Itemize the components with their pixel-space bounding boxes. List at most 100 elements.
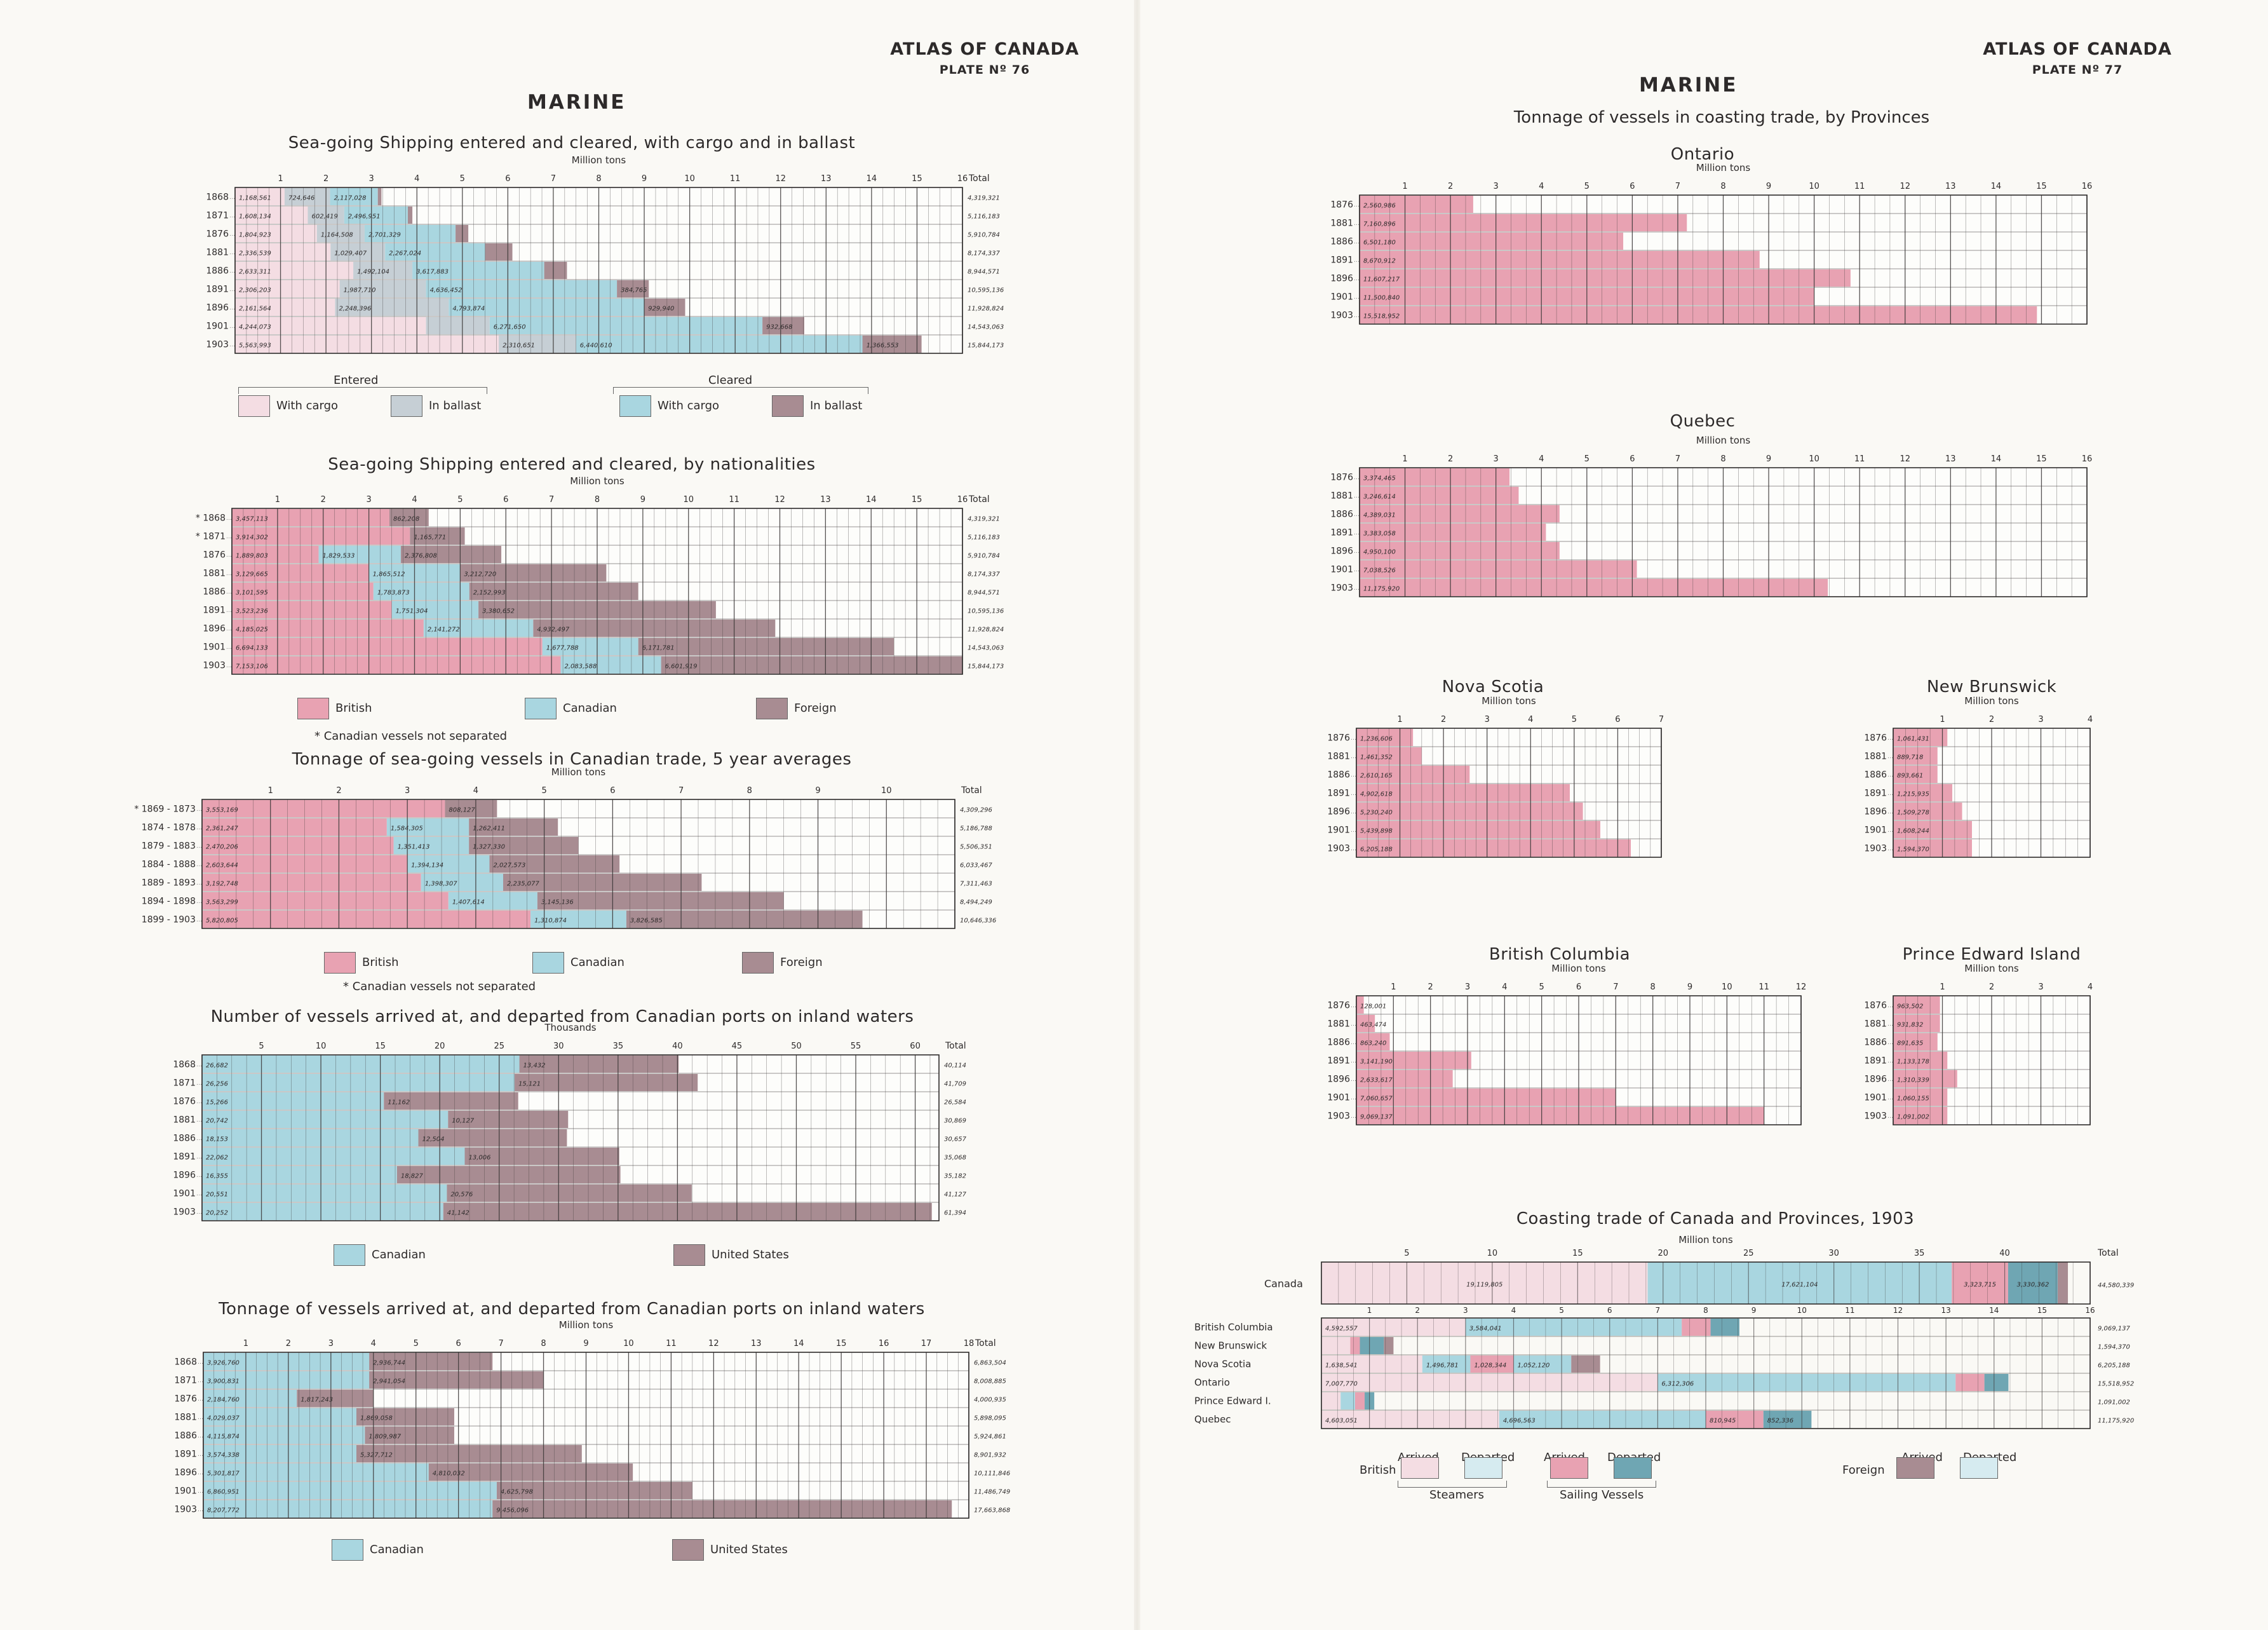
bar-segment (202, 800, 445, 817)
total-header: Total (975, 1338, 996, 1348)
axis-label: Million tons (551, 766, 606, 778)
bar-segment (203, 1427, 365, 1444)
category-label: 1894 - 1898 (142, 897, 196, 907)
category-label: 1886 (173, 1134, 196, 1144)
bar-segment (384, 1092, 518, 1110)
bar-value-label: 7,153,106 (236, 663, 268, 670)
bar-value-label: 11,607,217 (1363, 276, 1400, 283)
tick-label: 9 (1766, 182, 1771, 191)
category-label: 1896 (1327, 807, 1350, 817)
category-label: 1881 (1327, 1019, 1350, 1029)
bar-value-label: 6,205,188 (1360, 846, 1393, 853)
total-value: 4,000,935 (974, 1397, 1006, 1404)
row-label: Prince Edward I. (1194, 1396, 1271, 1407)
bar-segment (202, 1203, 443, 1220)
bar-value-label: 3,574,338 (207, 1452, 240, 1459)
category-label: 1871 (206, 211, 229, 221)
tick-label: 2 (1448, 454, 1453, 464)
tick-label: 4 (1502, 982, 1507, 992)
bar-value-label: 3,826,585 (630, 918, 663, 925)
bar-value-label: 4,592,557 (1325, 1326, 1358, 1333)
atlas-header-left: ATLAS OF CANADA PLATE Nº 76 (877, 39, 1093, 77)
total-value: 8,944,571 (968, 590, 1000, 597)
tick-label: 40 (672, 1042, 683, 1051)
bar-value-label: 2,633,617 (1360, 1077, 1393, 1084)
bar-segment (1356, 1015, 1375, 1032)
bar-value-label: 4,625,798 (501, 1489, 533, 1496)
category-label: 1876 (1330, 473, 1353, 483)
total-value: 6,033,467 (960, 862, 993, 869)
tick-label: 11 (1854, 454, 1865, 464)
bar-segment (232, 638, 543, 655)
bar-value-label: 963,502 (1897, 1003, 1923, 1010)
bar-segment (418, 1129, 567, 1146)
chart-canadian-trade-5yr: 1 2 3 4 5 6 7 8 9 10 Total 3,553,169 808,127 4,309,29… (134, 766, 996, 929)
plot-frame (203, 1352, 969, 1519)
tick-label: 14 (1991, 454, 2002, 464)
tick-label: 12 (774, 495, 785, 505)
category-label: 1891 (203, 606, 226, 616)
tick-label: 10 (881, 786, 892, 796)
category-label: 1891 (1327, 789, 1350, 799)
bar-segment (203, 1500, 493, 1518)
legend-with-cargo-entered-label: With cargo (276, 399, 339, 412)
note-canadian-not-separated: * Canadian vessels not separated (343, 980, 536, 993)
legend-with-cargo-cleared-swatch (619, 395, 651, 417)
bar-value-label: 2,267,024 (389, 250, 421, 257)
bar-segment (335, 299, 449, 316)
bar-value-label: 5,820,805 (206, 918, 238, 925)
bar-segment (1360, 1337, 1384, 1354)
bar-value-label: 6,440,610 (580, 343, 612, 350)
bar-segment (202, 1166, 397, 1183)
axis-label: Million tons (1678, 1234, 1733, 1246)
tick-label: 11 (1758, 982, 1769, 992)
tick-label: 13 (821, 174, 832, 184)
tick-label: 1 (275, 495, 280, 505)
category-label: 1903 (1864, 844, 1887, 854)
bar-value-label: 6,271,650 (494, 324, 526, 331)
legend-sailing-brace (1547, 1481, 1656, 1488)
tick-label: 12 (1900, 454, 1910, 464)
chart-title: Tonnage of vessels arrived at, and depar… (219, 1300, 925, 1319)
tick-label: 10 (1809, 454, 1819, 464)
tick-label: 10 (684, 174, 695, 184)
bar-value-label: 4,696,563 (1503, 1418, 1536, 1425)
tick-label: 14 (1989, 1306, 1999, 1315)
bar-value-label: 3,323,715 (1964, 1281, 1996, 1288)
bar-segment (1356, 729, 1414, 746)
bar-segment (542, 638, 638, 655)
atlas-title: ATLAS OF CANADA (1983, 39, 2172, 59)
tick-label: 35 (1914, 1249, 1925, 1258)
bar-segment (1893, 729, 1948, 746)
tick-label: 16 (2082, 182, 2093, 191)
tick-label: 4 (412, 495, 417, 505)
tick-label: 60 (910, 1042, 921, 1051)
bar-segment (203, 1464, 429, 1481)
tick-label: 12 (1900, 182, 1910, 191)
legend-united-states-label: United States (710, 1543, 788, 1556)
bar-segment (1682, 1319, 1711, 1336)
tick-label: 4 (1539, 182, 1544, 191)
tick-label: 4 (2088, 715, 2093, 724)
tick-label: 20 (1658, 1249, 1669, 1258)
legend-steamers-label: Steamers (1429, 1488, 1484, 1502)
bar-segment (1356, 1052, 1471, 1069)
bar-value-label: 2,701,329 (368, 232, 401, 239)
bar-segment (428, 1464, 633, 1481)
bar-value-label: 3,212,720 (464, 571, 496, 578)
category-label: 1903 (1864, 1111, 1887, 1122)
total-value: 8,174,337 (968, 571, 1001, 578)
bar-segment (1321, 1411, 1499, 1428)
category-label: 1896 (174, 1468, 197, 1478)
bar-segment (1657, 1374, 1956, 1391)
tick-label: 15 (2036, 454, 2047, 464)
category-label: 1881 (174, 1413, 197, 1423)
total-value: 14,543,063 (968, 324, 1004, 331)
total-value: 8,494,249 (960, 899, 992, 906)
bar-value-label: 1,817,243 (300, 1397, 333, 1404)
tick-label: 8 (1703, 1306, 1708, 1315)
category-label: 1876 (203, 550, 226, 560)
page-subtitle: Tonnage of vessels in coasting trade, by… (1513, 108, 1930, 127)
tick-label: 3 (1485, 715, 1490, 724)
